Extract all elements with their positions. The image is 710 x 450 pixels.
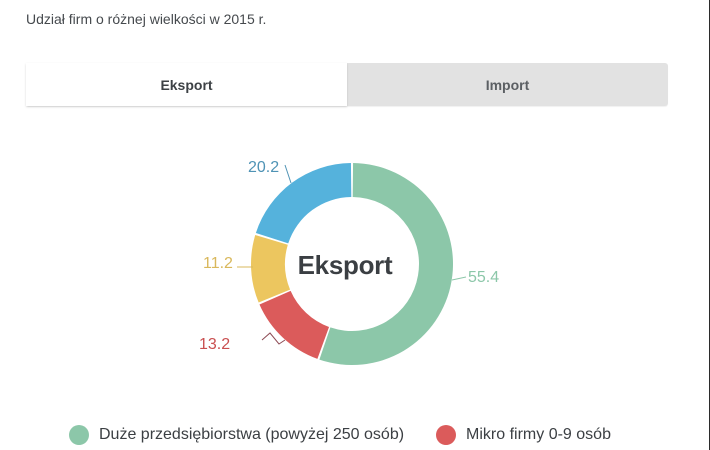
svg-text:11.2: 11.2 [203, 255, 233, 272]
svg-text:20.2: 20.2 [248, 159, 279, 176]
svg-text:55.4: 55.4 [468, 269, 499, 286]
svg-text:13.2: 13.2 [199, 336, 230, 353]
